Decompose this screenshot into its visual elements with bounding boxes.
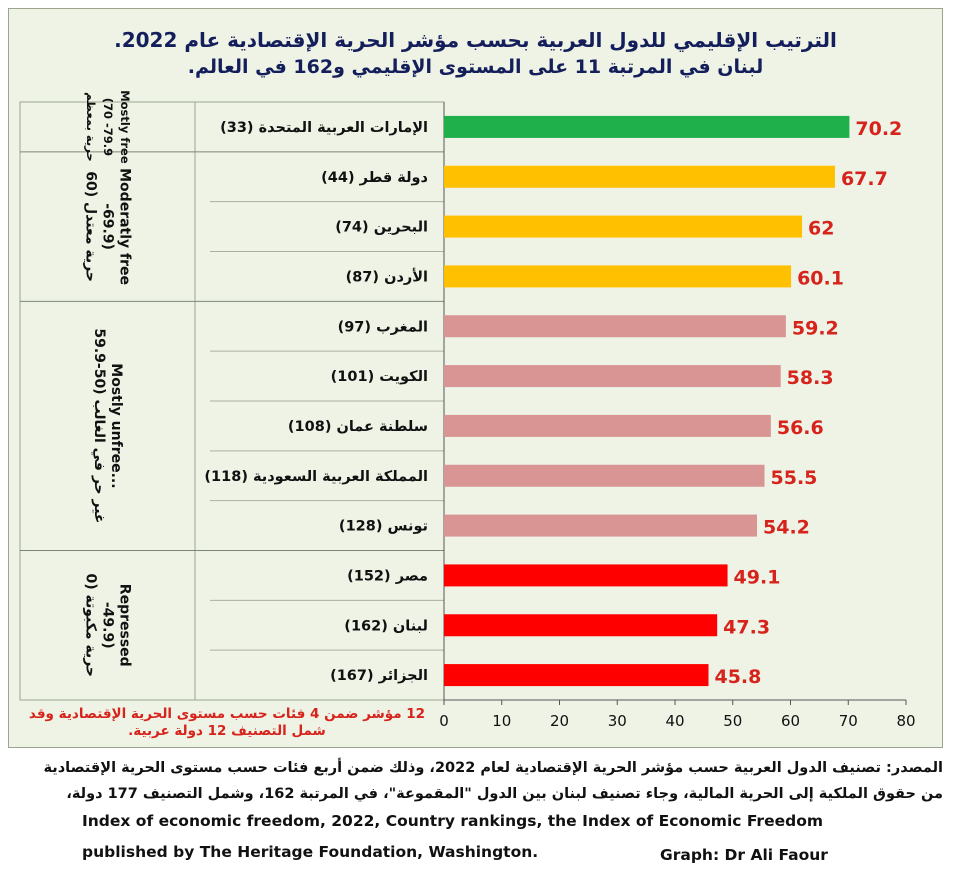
chart-title-line1: الترتيب الإقليمي للدول العربية بحسب مؤشر…: [114, 28, 837, 52]
category-label: الإمارات العربية المتحدة (33): [220, 120, 428, 136]
bar: [444, 664, 709, 687]
bar: [444, 464, 765, 487]
category-label: دولة قطر (44): [321, 170, 428, 186]
bar: [444, 315, 786, 338]
data-label: 60.1: [797, 267, 844, 289]
x-tick-label: 40: [665, 712, 684, 730]
source-line-3: Index of economic freedom, 2022, Country…: [82, 812, 823, 830]
chart-title-line2: لبنان في المرتبة 11 على المستوى الإقليمي…: [187, 56, 764, 78]
data-label: 70.2: [855, 118, 902, 140]
category-label: تونس (128): [339, 519, 428, 535]
data-label: 58.3: [787, 367, 834, 389]
data-label: 62: [808, 218, 834, 240]
group-label: Mostly free: [118, 90, 132, 164]
group-label: Moderatly free: [117, 168, 133, 285]
group-label: غير حر في الغالب (50-59.9: [91, 328, 107, 523]
chart-footnote: 12 مؤشر ضمن 4 فئات حسب مستوى الحرية الإق…: [28, 706, 426, 739]
bar-chart: 0 10 20 30 40 50 60 70 80 الإمارات العربية المتحد…: [19, 90, 916, 730]
bar: [444, 365, 781, 388]
graph-credit: Graph: Dr Ali Faour: [660, 846, 828, 864]
group-label: حرية بمعظم: [84, 92, 98, 161]
group-label: Mostly unfree...: [108, 363, 124, 488]
data-label: 47.3: [723, 616, 770, 638]
bar: [444, 115, 850, 138]
source-line-2: من حقوق الملكية إلى الحرية المالية، وجاء…: [66, 786, 943, 802]
category-label: المملكة العربية السعودية (118): [204, 469, 428, 485]
bar: [444, 215, 803, 238]
group-label: حرية مكبوتة (0: [83, 574, 99, 678]
group-label: -49.9): [100, 602, 116, 649]
source-line-4: published by The Heritage Foundation, Wa…: [82, 843, 539, 861]
category-label: البحرين (74): [335, 220, 428, 236]
category-label: الكويت (101): [331, 369, 428, 385]
data-label: 56.6: [777, 417, 824, 439]
category-label: الجزائر (167): [330, 668, 428, 684]
bar: [444, 414, 771, 437]
group-label: -69.9): [100, 203, 116, 250]
category-label: لبنان (162): [344, 618, 428, 634]
x-tick-label: 20: [550, 712, 569, 730]
x-tick-label: 10: [492, 712, 511, 730]
category-label: سلطنة عمان (108): [288, 419, 428, 435]
group-label: (70 -79.9: [101, 98, 115, 156]
category-label: المغرب (97): [338, 319, 428, 335]
data-label: 45.8: [714, 666, 761, 688]
category-label: الأردن (87): [346, 267, 428, 285]
data-label: 49.1: [734, 566, 781, 588]
group-label: حرية معتدل (60: [83, 171, 99, 282]
category-label: مصر (152): [347, 568, 428, 584]
data-label: 59.2: [792, 317, 839, 339]
x-tick-label: 70: [839, 712, 858, 730]
bar: [444, 165, 835, 188]
bar: [444, 564, 728, 587]
data-label: 54.2: [763, 517, 810, 539]
source-line-1: المصدر: تصنيف الدول العربية حسب مؤشر الح…: [43, 760, 943, 776]
x-tick-label: 60: [781, 712, 800, 730]
x-tick-label: 30: [608, 712, 627, 730]
bar: [444, 614, 718, 637]
group-label: Repressed: [117, 584, 133, 667]
x-tick-label: 80: [896, 712, 915, 730]
bar: [444, 514, 758, 537]
x-tick-label: 50: [723, 712, 742, 730]
data-label: 67.7: [841, 168, 888, 190]
bar: [444, 265, 792, 288]
x-tick-label: 0: [439, 712, 449, 730]
data-label: 55.5: [771, 467, 818, 489]
